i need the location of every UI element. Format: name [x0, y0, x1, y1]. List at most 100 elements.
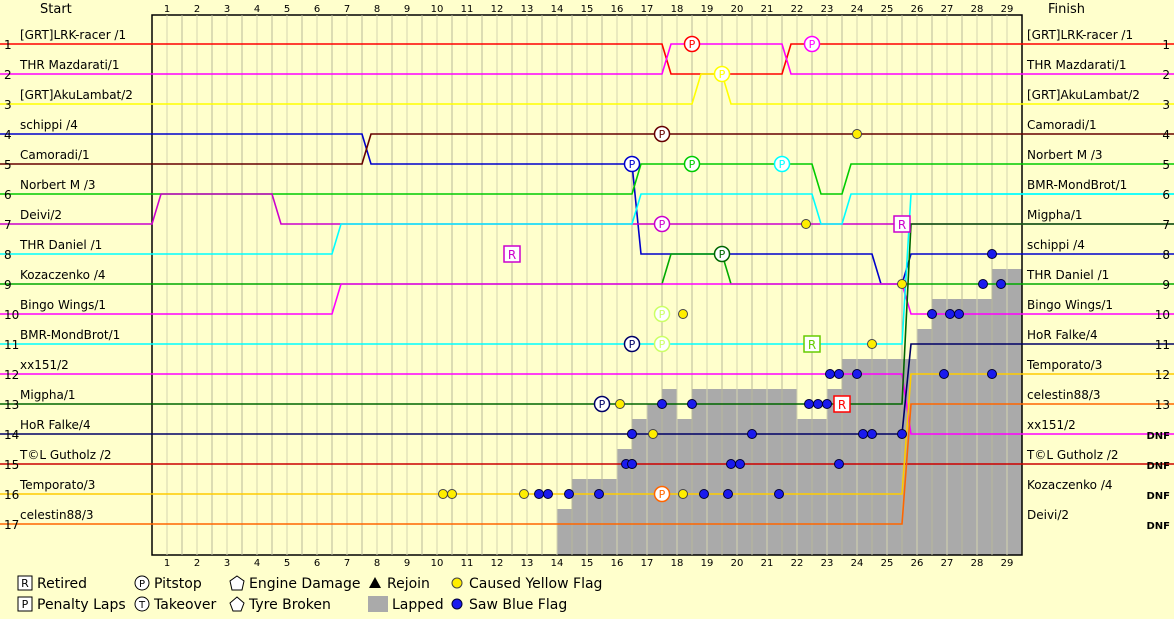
blue-flag-dot [804, 399, 814, 409]
position-tick-right: DNF [1146, 491, 1170, 502]
blue-flag-dot [735, 459, 745, 469]
lap-tick-label-top: 26 [911, 4, 924, 15]
blue-flag-dot [852, 369, 862, 379]
finish-driver-label: T©L Gutholz /2 [1026, 448, 1119, 462]
series-line [0, 373, 1174, 495]
blue-flag-dot [813, 399, 823, 409]
position-tick-left: 16 [4, 488, 19, 502]
position-tick-left: 17 [4, 518, 19, 532]
lap-tick-label-top: 24 [851, 4, 864, 15]
legend-label: Lapped [392, 597, 444, 613]
start-driver-label: schippi /4 [20, 118, 78, 132]
lapped-bar [932, 299, 977, 555]
lap-tick-label-top: 1 [164, 4, 170, 15]
lapped-bar [797, 419, 812, 555]
pitstop-marker-letter: P [689, 158, 696, 171]
lap-tick-label-bottom: 19 [701, 558, 714, 569]
position-tick-left: 2 [4, 68, 12, 82]
legend-item-lapped: Lapped [368, 596, 444, 613]
lapped-bar [782, 389, 797, 555]
legend-item-rejoin: Rejoin [369, 576, 430, 592]
start-driver-label: Bingo Wings/1 [20, 298, 106, 312]
pitstop-marker [773, 155, 791, 173]
pitstop-marker [653, 335, 671, 353]
finish-driver-label: Deivi/2 [1027, 508, 1069, 522]
start-driver-label: T©L Gutholz /2 [19, 448, 112, 462]
lap-tick-label-bottom: 28 [971, 558, 984, 569]
pitstop-marker-letter: P [659, 308, 666, 321]
position-tick-left: 9 [4, 278, 12, 292]
position-tick-left: 3 [4, 98, 12, 112]
finish-driver-label: Bingo Wings/1 [1027, 298, 1113, 312]
position-tick-right: 3 [1162, 98, 1170, 112]
lap-tick-label-top: 11 [461, 4, 474, 15]
position-tick-right: 5 [1162, 158, 1170, 172]
legend-label: Tyre Broken [248, 597, 331, 613]
series-line [0, 373, 1174, 435]
retired-marker-letter: R [838, 398, 846, 412]
lap-tick-label-bottom: 13 [521, 558, 534, 569]
start-driver-label: Deivi/2 [20, 208, 62, 222]
tyre-broken-icon [229, 596, 245, 612]
start-driver-label: celestin88/3 [20, 508, 94, 522]
blue-flag-dot [996, 279, 1006, 289]
blue-flag-dot [867, 429, 877, 439]
start-driver-label: Camoradi/1 [20, 148, 90, 162]
start-driver-label: Migpha/1 [20, 388, 76, 402]
legend: R Retired P Penalty Laps P Pitstop T Takeover En… [17, 575, 602, 613]
lap-tick-label-top: 22 [791, 4, 804, 15]
pitstop-marker-letter: P [689, 38, 696, 51]
lap-tick-label-top: 16 [611, 4, 624, 15]
series-line [0, 283, 1174, 315]
position-tick-left: 11 [4, 338, 19, 352]
lapped-bar [677, 419, 692, 555]
legend-label: Pitstop [154, 576, 202, 592]
lapped-icon [368, 596, 388, 612]
penalty-marker-letter: R [808, 338, 816, 352]
finish-driver-label: Migpha/1 [1027, 208, 1083, 222]
lap-tick-label-top: 23 [821, 4, 834, 15]
start-driver-label: Kozaczenko /4 [20, 268, 106, 282]
legend-label: Rejoin [387, 576, 430, 592]
finish-driver-label: [GRT]AkuLambat/2 [1027, 88, 1140, 102]
retired-marker-letter: R [508, 248, 516, 262]
pitstop-marker-letter: P [659, 488, 666, 501]
pitstop-marker [653, 305, 671, 323]
retired-marker [893, 215, 911, 233]
lap-tick-label-bottom: 23 [821, 558, 834, 569]
blue-flag-dot [594, 489, 604, 499]
lap-tick-label-top: 5 [284, 4, 290, 15]
markers: P P P P P P P P P P P P P P R R R R [438, 35, 1006, 503]
retired-marker [833, 395, 851, 413]
lap-tick-label-top: 25 [881, 4, 894, 15]
position-tick-right: 7 [1162, 218, 1170, 232]
lap-tick-label-top: 21 [761, 4, 774, 15]
legend-item-retired: R Retired [17, 575, 87, 592]
legend-circle-letter: T [138, 600, 146, 611]
series-line [0, 73, 1174, 105]
series-line [0, 163, 1174, 195]
finish-driver-label: Temporato/3 [1026, 358, 1102, 372]
lap-tick-label-bottom: 2 [194, 558, 200, 569]
blue-flag-dot [822, 399, 832, 409]
lapped-bar [662, 389, 677, 555]
blue-flag-dot [747, 429, 757, 439]
lap-tick-label-top: 17 [641, 4, 654, 15]
legend-label: Penalty Laps [37, 597, 126, 613]
start-header: Start [40, 2, 72, 17]
lap-tick-label-top: 12 [491, 4, 504, 15]
series-line [0, 403, 1174, 525]
blue-flag-dot [534, 489, 544, 499]
pitstop-marker-letter: P [659, 338, 666, 351]
finish-driver-label: Kozaczenko /4 [1027, 478, 1113, 492]
start-driver-label: Norbert M /3 [20, 178, 96, 192]
start-driver-label: BMR-MondBrot/1 [20, 328, 120, 342]
pitstop-marker [683, 35, 701, 53]
lap-tick-label-top: 3 [224, 4, 230, 15]
lap-tick-label-top: 27 [941, 4, 954, 15]
pitstop-marker [653, 125, 671, 143]
pitstop-marker [653, 215, 671, 233]
lap-tick-label-top: 14 [551, 4, 564, 15]
lap-tick-label-top: 10 [431, 4, 444, 15]
